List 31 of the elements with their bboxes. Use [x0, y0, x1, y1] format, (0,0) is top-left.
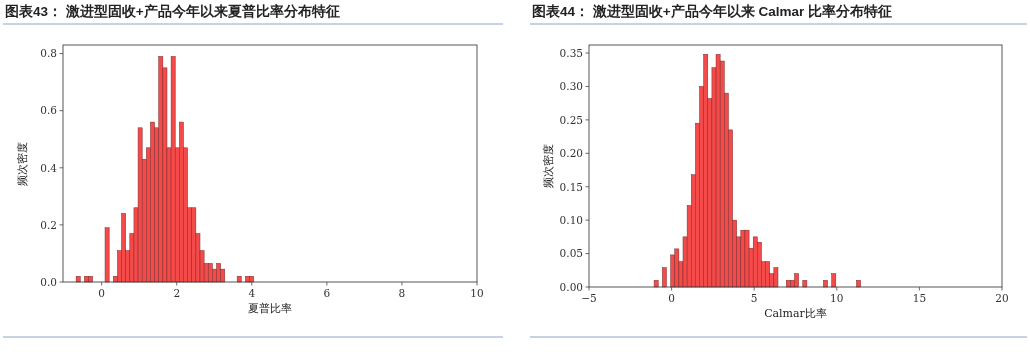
x-tick-label: 0: [98, 287, 105, 299]
y-tick-label: 0.25: [559, 113, 583, 126]
y-tick-label: 0.20: [559, 147, 583, 160]
x-tick-label: 15: [912, 292, 927, 304]
y-axis-title: 频次密度: [542, 144, 555, 188]
y-tick-label: 0.2: [40, 218, 57, 231]
chart-title: 图表44： 激进型固收+产品今年以来 Calmar 比率分布特征: [532, 3, 892, 19]
x-tick-label: 10: [830, 292, 844, 304]
y-tick-label: 0.15: [559, 180, 583, 193]
x-tick-label: 5: [750, 292, 758, 304]
y-tick-label: 0.00: [559, 280, 583, 293]
y-axis-title: 频次密度: [16, 141, 29, 186]
y-tick-label: 0.4: [40, 161, 58, 174]
y-tick-label: 0.30: [559, 80, 583, 93]
x-tick-label: 6: [323, 287, 331, 299]
x-tick-label: 10: [470, 287, 484, 299]
y-tick-label: 0.0: [40, 275, 57, 288]
y-tick-label: 0.35: [559, 46, 583, 59]
y-tick-label: 0.05: [559, 247, 583, 260]
x-axis-title: Calmar比率: [764, 307, 827, 320]
chart-title: 图表43： 激进型固收+产品今年以来夏普比率分布特征: [5, 3, 340, 19]
x-tick-label: 2: [173, 287, 181, 299]
y-tick-label: 0.6: [40, 104, 58, 117]
y-tick-label: 0.8: [40, 47, 57, 60]
x-axis-title: 夏普比率: [248, 302, 292, 315]
x-tick-label: 4: [248, 287, 256, 299]
x-tick-label: 0: [668, 292, 675, 304]
y-tick-label: 0.10: [559, 213, 583, 226]
x-tick-label: 8: [398, 287, 406, 299]
x-tick-label: 20: [995, 292, 1009, 304]
x-tick-label: −5: [581, 292, 597, 304]
